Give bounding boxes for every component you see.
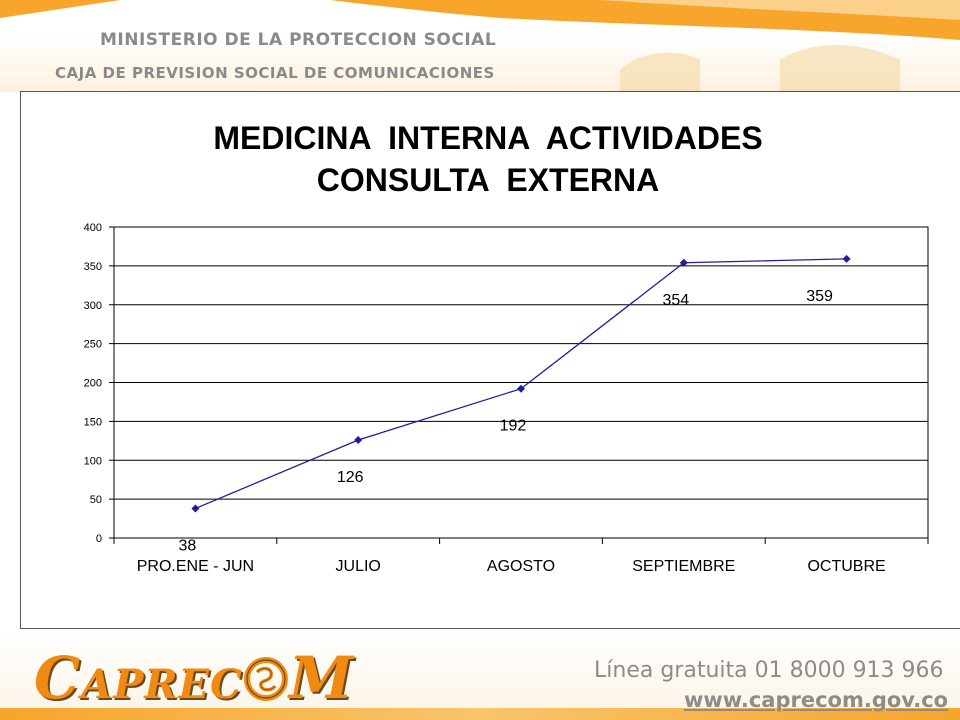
chart-title-line-1: MEDICINA INTERNA ACTIVIDADES <box>213 120 763 156</box>
x-tick-label: OCTUBRE <box>807 558 885 575</box>
line-chart: 0 50 100 150 200 250 300 350 400 PRO.ENE - JUN JUL… <box>84 222 929 575</box>
data-label: 38 <box>179 537 197 554</box>
data-label: 354 <box>662 292 689 309</box>
chart-title-line-2: CONSULTA EXTERNA <box>316 162 660 198</box>
y-tick-label: 50 <box>90 494 102 506</box>
data-label: 192 <box>500 418 527 435</box>
logo-letter-c: C <box>34 644 82 712</box>
data-point <box>354 436 363 445</box>
y-tick-label: 400 <box>84 222 102 234</box>
y-tick-label: 0 <box>96 533 102 545</box>
x-tick-label: AGOSTO <box>487 558 555 575</box>
data-point <box>679 258 688 267</box>
data-point <box>191 504 200 513</box>
ministry-title: MINISTERIO DE LA PROTECCION SOCIAL <box>100 30 497 50</box>
data-point <box>517 384 525 393</box>
y-tick-label: 350 <box>84 261 102 273</box>
x-tick-label: SEPTIEMBRE <box>632 558 735 575</box>
y-tick-label: 150 <box>84 416 102 428</box>
logo-mid-text: APREC <box>81 661 243 708</box>
website-link[interactable]: www.caprecom.gov.co <box>684 688 949 712</box>
chart-title: MEDICINA INTERNA ACTIVIDADES CONSULTA EX… <box>0 117 960 201</box>
caprecom-logo: CAPREC M <box>34 648 354 708</box>
logo-letter-m: M <box>288 644 355 712</box>
logo-emblem-icon <box>243 657 288 701</box>
header-band: MINISTERIO DE LA PROTECCION SOCIAL CAJA … <box>0 0 960 92</box>
footer-band <box>0 708 960 720</box>
data-label: 126 <box>337 469 364 486</box>
header-swoosh <box>0 0 960 92</box>
y-tick-label: 300 <box>84 300 102 312</box>
y-tick-label: 200 <box>84 378 102 390</box>
y-tick-label: 100 <box>84 455 102 467</box>
x-tick-label: JULIO <box>336 558 381 575</box>
x-tick-label: PRO.ENE - JUN <box>137 558 254 575</box>
hotline-text: Línea gratuita 01 8000 913 966 <box>594 658 944 683</box>
data-point <box>842 254 851 263</box>
footer <box>0 630 960 720</box>
data-label: 359 <box>806 288 833 305</box>
caja-title: CAJA DE PREVISION SOCIAL DE COMUNICACION… <box>55 64 495 82</box>
y-tick-label: 250 <box>84 339 102 351</box>
